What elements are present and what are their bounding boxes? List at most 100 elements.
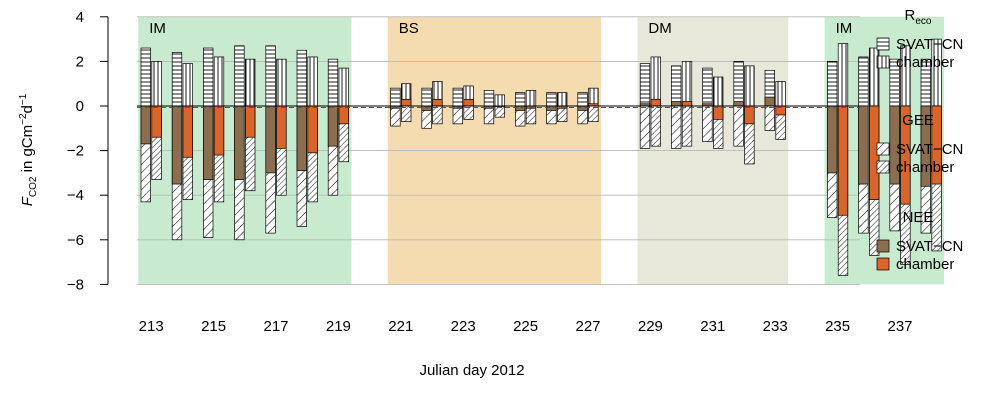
period-label-im-1: IM (149, 20, 166, 37)
reco-chamber-bar-day-217 (276, 58, 287, 107)
period-label-bs-2: BS (399, 20, 419, 37)
reco-chamber-bar-day-216 (245, 58, 256, 107)
nee-svat-bar-day-217 (265, 105, 276, 174)
gee-chamber-bar-day-222 (432, 105, 443, 125)
y-tick-label-2: −4 (67, 187, 84, 204)
nee-chamber-bar-day-238 (931, 105, 942, 185)
y-axis-label-unit-d: d (19, 105, 36, 113)
y-axis: −8 −6 −4 −2 0 2 4 (67, 9, 109, 293)
reco-svat-bar-day-217 (265, 45, 276, 107)
reco-svat-bar-day-230 (671, 65, 682, 107)
nee-chamber-bar-day-231 (713, 105, 724, 120)
x-tick-labels: 213 215 217 219 221 223 225 227 229 231 233 235 237 (139, 318, 913, 335)
legend-label-reco-svat-cn: SVAT−CN (896, 36, 963, 53)
x-tick-label-231: 231 (700, 318, 725, 335)
reco-svat-bar-day-218 (296, 49, 307, 107)
reco-svat-bar-day-229 (639, 63, 651, 107)
reco-svat-bar-day-219 (327, 58, 339, 107)
reco-chamber-bar-day-215 (213, 56, 225, 107)
reco-svat-bar-day-215 (203, 47, 214, 107)
legend-label-gee-svat-cn: SVAT−CN (896, 141, 963, 158)
x-tick-label-229: 229 (638, 318, 663, 335)
reco-chamber-bar-day-229 (650, 56, 661, 107)
legend-title-gee: GEE (902, 112, 934, 129)
reco-chamber-bar-day-233 (775, 81, 786, 107)
nee-svat-bar-day-213 (140, 105, 151, 145)
legend-swatch-gee-chamber (876, 160, 890, 174)
gee-svat-bar-day-233 (764, 105, 775, 131)
legend-title-nee: NEE (903, 209, 934, 226)
legend-label-nee-chamber: chamber (896, 256, 954, 273)
x-tick-label-217: 217 (263, 318, 288, 335)
y-axis-label-exp2: −1 (18, 93, 29, 105)
nee-svat-bar-day-222 (421, 105, 432, 111)
nee-svat-bar-day-237 (889, 105, 900, 185)
gee-svat-bar-day-224 (483, 105, 495, 125)
x-tick-label-233: 233 (763, 318, 788, 335)
gee-chamber-bar-day-225 (525, 105, 537, 125)
reco-svat-bar-day-226 (546, 92, 557, 107)
y-axis-label-subscript: CO2 (28, 176, 39, 197)
reco-chamber-bar-day-224 (494, 94, 505, 107)
nee-svat-bar-day-214 (171, 105, 183, 185)
reco-chamber-bar-day-226 (557, 92, 568, 107)
legend-label-nee-svat-cn: SVAT−CN (896, 238, 963, 255)
gee-chamber-bar-day-221 (401, 105, 412, 122)
nee-chamber-bar-day-221 (401, 98, 412, 107)
reco-svat-bar-day-231 (702, 67, 713, 107)
gee-svat-bar-day-230 (671, 105, 682, 149)
nee-chamber-bar-day-229 (650, 98, 661, 107)
x-axis-label: Julian day 2012 (419, 362, 524, 379)
legend: RecoSVAT−CNchamberGEESVAT−CNchamberNEESV… (876, 7, 963, 273)
x-tick-label-235: 235 (825, 318, 850, 335)
legend-swatch-gee-svat-cn (876, 142, 890, 156)
x-tick-label-215: 215 (201, 318, 226, 335)
gee-svat-bar-day-221 (390, 105, 401, 127)
reco-chamber-bar-day-232 (744, 65, 755, 107)
nee-chamber-bar-day-213 (151, 105, 162, 138)
nee-svat-bar-day-238 (920, 105, 931, 187)
reco-chamber-bar-day-225 (525, 90, 537, 107)
y-tick-label-4: 0 (76, 98, 84, 115)
nee-svat-bar-day-232 (733, 101, 744, 107)
nee-chamber-bar-day-219 (338, 105, 349, 125)
nee-chamber-bar-day-218 (307, 105, 318, 154)
y-axis-label-unit: in gCm (19, 125, 36, 177)
reco-chamber-bar-day-214 (182, 63, 193, 107)
nee-svat-bar-day-236 (858, 105, 869, 185)
legend-swatch-reco-chamber (876, 55, 890, 69)
period-label-dm-3: DM (648, 20, 671, 37)
reco-chamber-bar-day-230 (681, 61, 693, 107)
x-tick-label-219: 219 (326, 318, 351, 335)
y-tick-label-0: −8 (67, 276, 84, 293)
reco-svat-bar-day-236 (858, 56, 869, 107)
legend-swatch-reco-svat-cn (876, 37, 890, 51)
x-tick-label-221: 221 (388, 318, 413, 335)
legend-label-gee-chamber: chamber (896, 159, 954, 176)
reco-svat-bar-day-235 (827, 61, 838, 107)
y-axis-label-symbol: F (19, 196, 36, 206)
nee-chamber-bar-day-215 (213, 105, 225, 156)
legend-swatch-nee-svat-cn (876, 239, 890, 253)
reco-svat-bar-day-216 (234, 45, 245, 107)
nee-svat-bar-day-218 (296, 105, 307, 172)
reco-svat-bar-day-221 (390, 87, 401, 107)
y-tick-label-3: −2 (67, 143, 84, 160)
period-label-im-4: IM (836, 20, 853, 37)
bar-marks (140, 38, 942, 276)
gee-svat-bar-day-223 (452, 105, 463, 125)
reco-chamber-bar-day-231 (713, 76, 724, 107)
gee-chamber-bar-day-227 (588, 105, 599, 122)
nee-svat-bar-day-216 (234, 105, 245, 180)
legend-label-reco-chamber: chamber (896, 54, 954, 71)
x-tick-label-223: 223 (451, 318, 476, 335)
gee-chamber-bar-day-229 (650, 105, 661, 147)
reco-svat-bar-day-227 (577, 92, 588, 107)
reco-chamber-bar-day-213 (151, 61, 162, 107)
reco-chamber-bar-day-219 (338, 67, 349, 107)
gee-svat-bar-day-231 (702, 105, 713, 143)
gee-chamber-bar-day-223 (463, 105, 474, 120)
reco-svat-bar-day-222 (421, 87, 432, 107)
